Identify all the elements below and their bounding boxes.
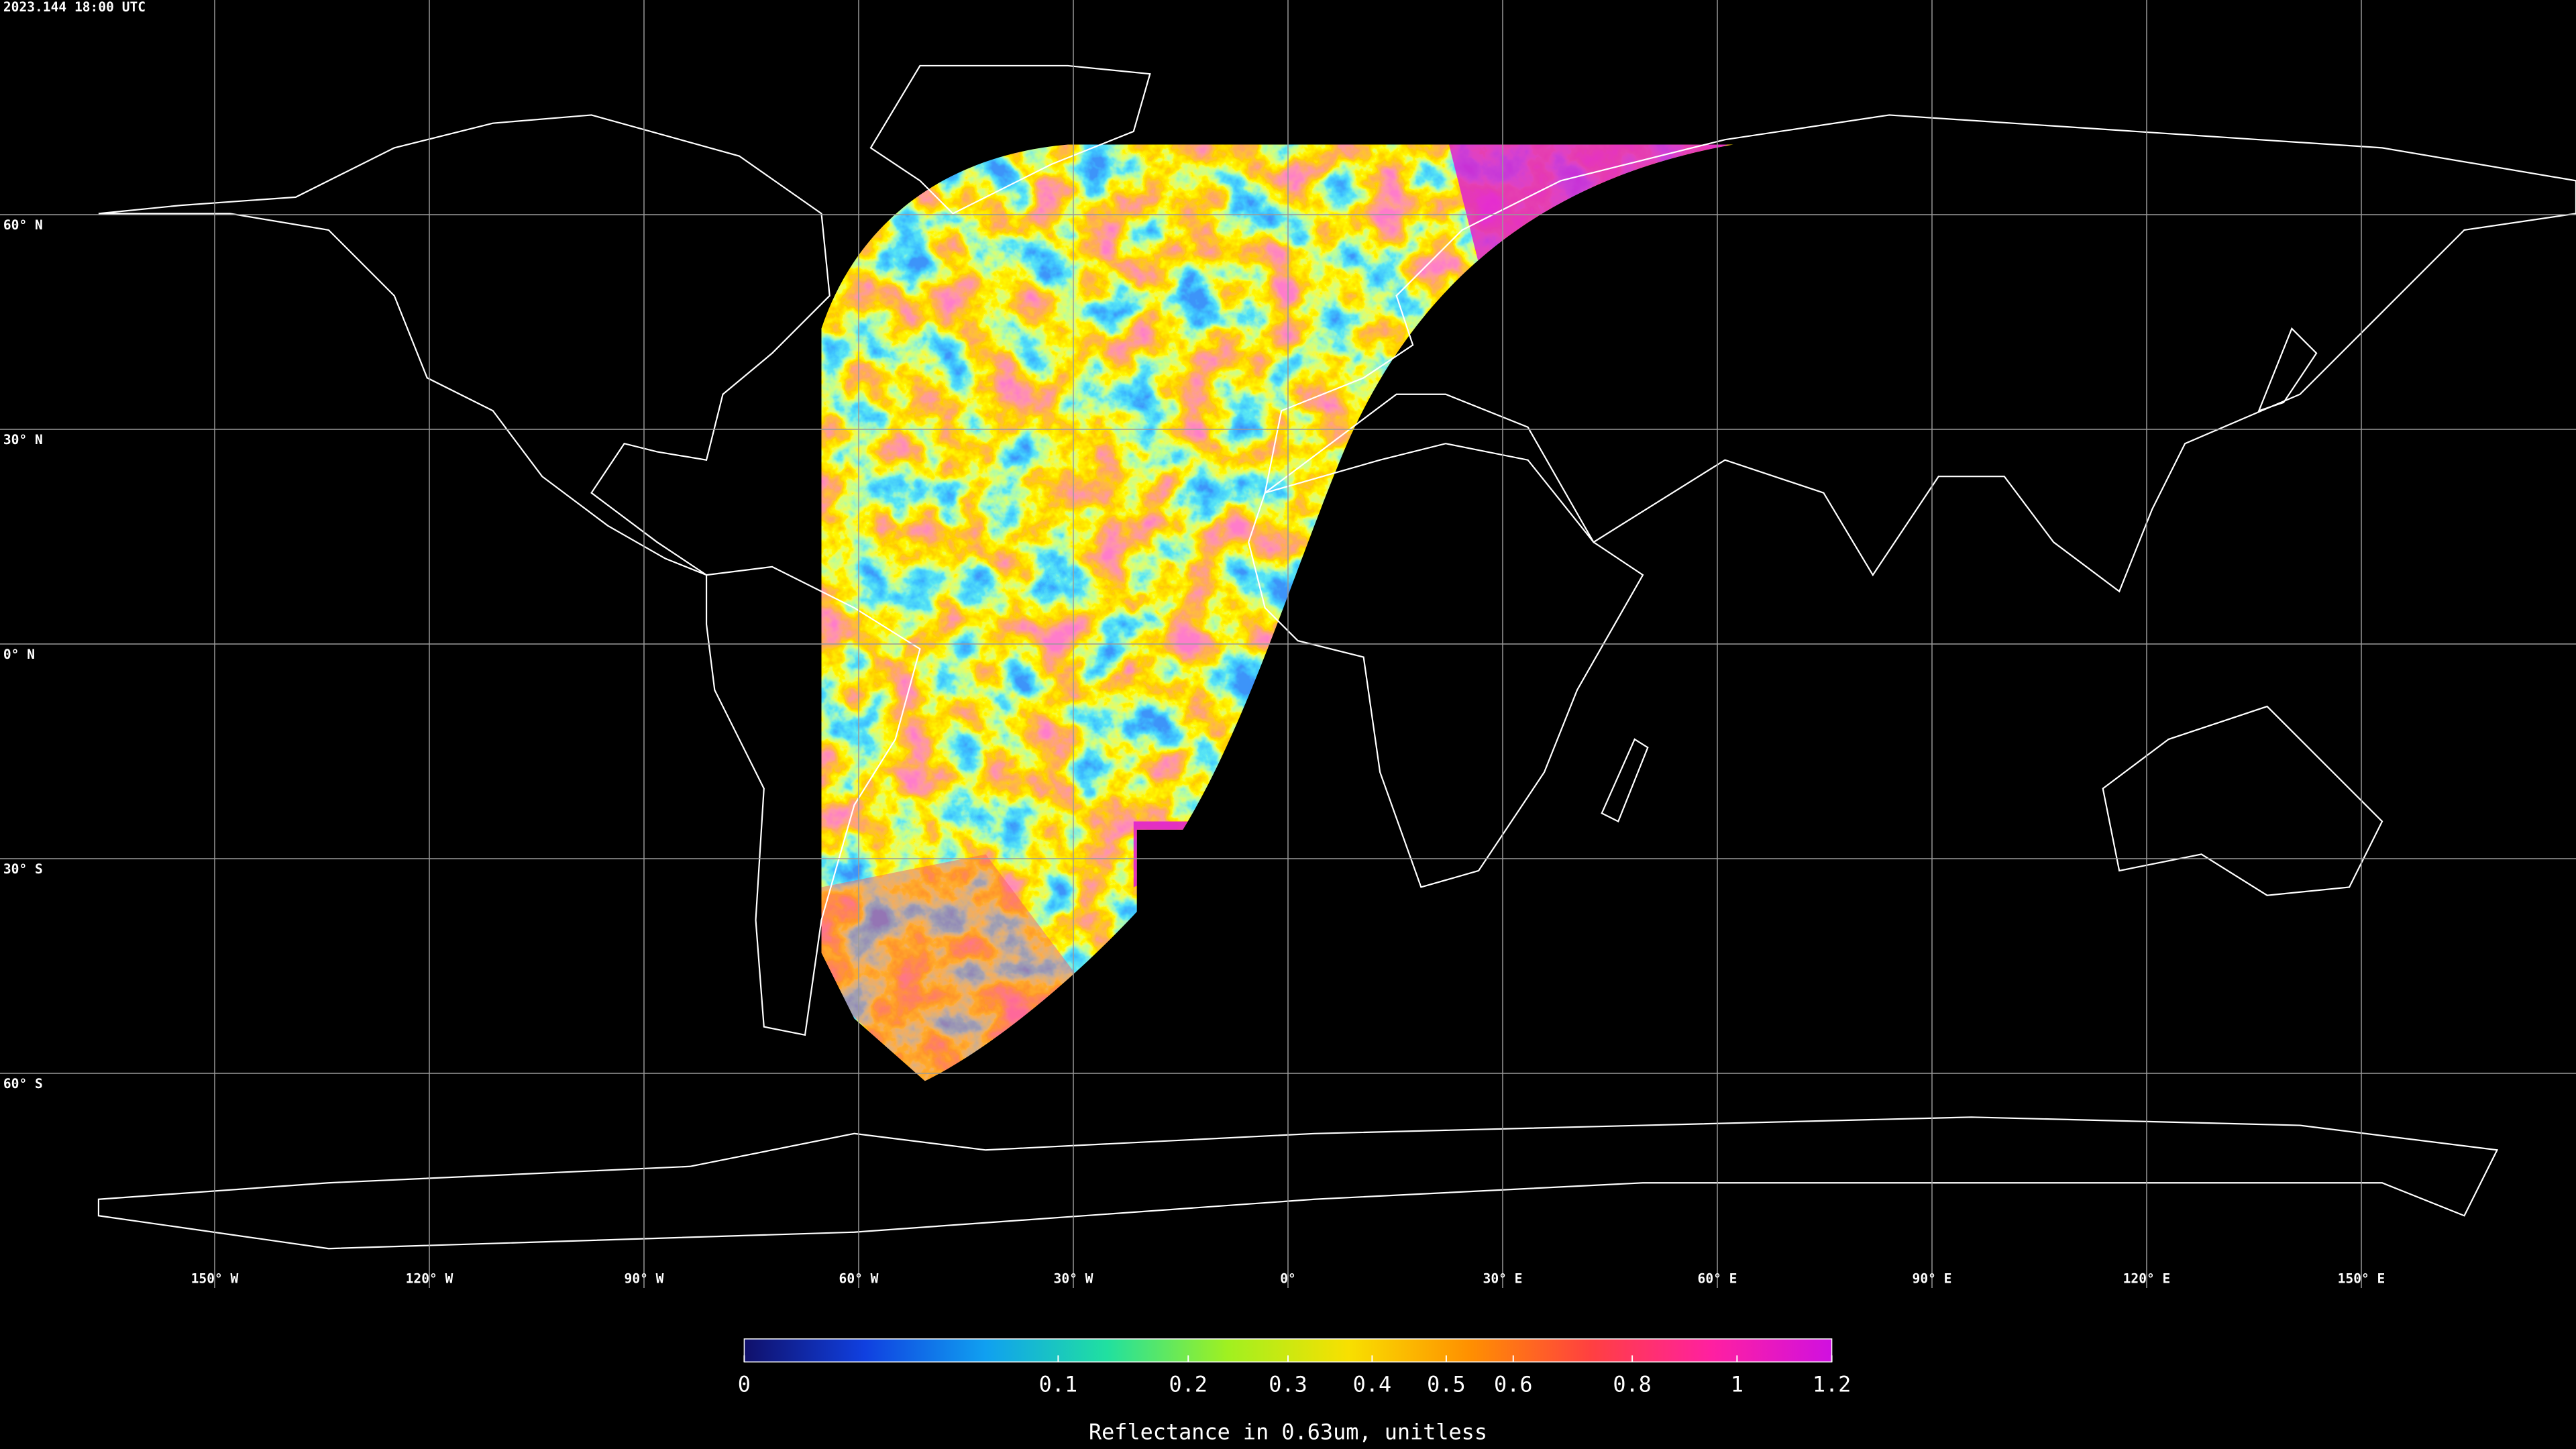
colorbar-tick-label: 0 <box>738 1371 751 1397</box>
colorbar-tick-label: 0.3 <box>1269 1371 1307 1397</box>
reflectance-swath <box>821 144 1733 1081</box>
lat-label: 30° S <box>3 861 43 877</box>
colorbar-tick-label: 0.2 <box>1169 1371 1208 1397</box>
lon-label: 30° W <box>1054 1271 1093 1287</box>
south-america <box>705 566 921 1036</box>
colorbar-tick-label: 1 <box>1731 1371 1743 1397</box>
lat-label: 0° N <box>3 647 35 662</box>
lon-label: 90° W <box>625 1271 664 1287</box>
colorbar-tick-label: 0.5 <box>1427 1371 1466 1397</box>
high-reflectance <box>1133 821 1199 888</box>
japan <box>2257 327 2318 413</box>
greenland <box>869 64 1151 215</box>
north-america <box>98 114 830 576</box>
lon-label: 60° E <box>1698 1271 1737 1287</box>
antarctica <box>97 1116 2499 1250</box>
australia <box>2102 705 2383 896</box>
graticule: 60° N 30° N 0° N 30° S 60° S 150° W 120° W 90° … <box>0 0 2576 1288</box>
africa <box>1248 443 1644 888</box>
lon-label: 30° E <box>1483 1271 1523 1287</box>
lon-label: 120° W <box>406 1271 453 1287</box>
lon-label: 60° W <box>839 1271 879 1287</box>
colorbar-tick-label: 0.1 <box>1039 1371 1078 1397</box>
colorbar-tick-label: 1.2 <box>1813 1371 1851 1397</box>
lat-label: 60° N <box>3 217 43 233</box>
colorbar: 0 0.1 0.2 0.3 0.4 0.5 0.6 0.8 1 1.2 Reflectance in… <box>738 1338 1851 1444</box>
lon-label: 150° E <box>2338 1271 2385 1287</box>
coastlines <box>97 64 2576 1250</box>
colorbar-tick-label: 0.6 <box>1494 1371 1533 1397</box>
colorbar-tick-label: 0.4 <box>1353 1371 1392 1397</box>
madagascar <box>1601 738 1649 823</box>
colorbar-label: Reflectance in 0.63um, unitless <box>1089 1419 1487 1444</box>
high-reflectance <box>1446 144 1733 263</box>
lon-label: 120° E <box>2123 1271 2171 1287</box>
lat-label: 30° N <box>3 432 43 447</box>
lon-label: 150° W <box>191 1271 239 1287</box>
lat-label: 60° S <box>3 1076 43 1091</box>
eurasia <box>1264 114 2576 593</box>
lon-label: 90° E <box>1913 1271 1952 1287</box>
lon-label: 0° <box>1280 1271 1296 1287</box>
cloud-band <box>821 854 1085 1081</box>
timestamp: 2023.144 18:00 UTC <box>3 0 146 15</box>
colorbar-tick-label: 0.8 <box>1613 1371 1652 1397</box>
